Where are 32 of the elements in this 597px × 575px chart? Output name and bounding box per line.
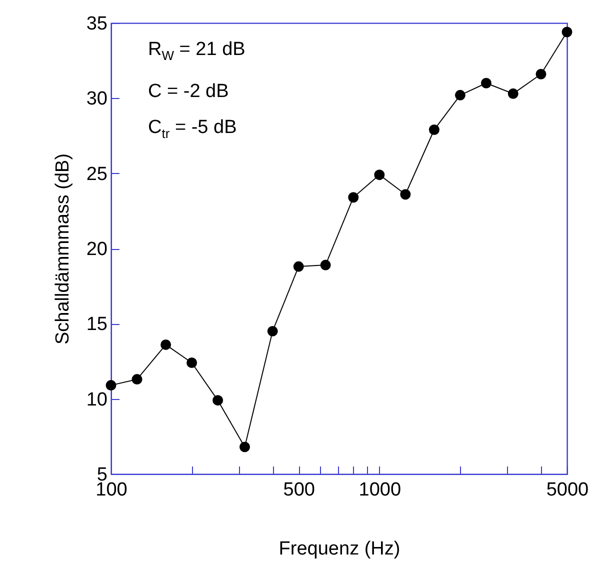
annotation: C = -2 dB bbox=[148, 80, 230, 104]
point bbox=[508, 88, 518, 99]
point bbox=[454, 90, 466, 100]
y-tick-label: 35 bbox=[86, 14, 108, 34]
point bbox=[212, 395, 224, 406]
point bbox=[536, 68, 546, 80]
y-tick-label: 20 bbox=[86, 239, 108, 260]
x-tick-label: 1000 bbox=[358, 480, 402, 500]
point bbox=[320, 260, 331, 270]
point bbox=[106, 380, 116, 391]
point bbox=[348, 192, 359, 203]
y-tick-label: 15 bbox=[86, 314, 108, 336]
point bbox=[160, 339, 172, 350]
point bbox=[480, 78, 492, 88]
point bbox=[374, 170, 385, 180]
y-tick-label: 30 bbox=[86, 88, 108, 110]
point bbox=[562, 26, 572, 38]
point bbox=[267, 326, 278, 336]
point bbox=[132, 374, 142, 385]
x-axis-title: Frequenz (Hz) bbox=[278, 538, 400, 560]
y-tick-label: 25 bbox=[86, 164, 108, 185]
y-tick-label: 10 bbox=[86, 389, 108, 410]
y-axis-title: Schalldämmmass (dB) bbox=[52, 153, 74, 345]
point bbox=[400, 189, 411, 200]
point bbox=[240, 442, 250, 452]
point bbox=[428, 124, 440, 135]
annotation: C$_{tr}$ = -5 dB bbox=[148, 116, 238, 143]
point bbox=[293, 261, 304, 272]
annotation: R$_{W}$ = 21 dB bbox=[148, 38, 246, 65]
x-tick-label: 5000 bbox=[546, 480, 589, 500]
x-tick-label: 500 bbox=[283, 480, 315, 500]
point bbox=[186, 358, 198, 368]
